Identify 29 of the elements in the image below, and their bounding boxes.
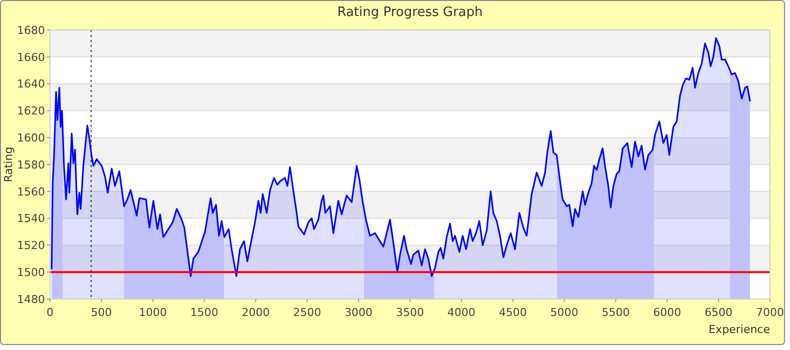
x-tick-label: 1500 xyxy=(190,306,218,319)
x-tick-label: 4000 xyxy=(447,306,476,319)
x-tick-label: 500 xyxy=(90,306,112,319)
y-tick-label: 1540 xyxy=(17,212,45,226)
x-tick-label: 1000 xyxy=(138,306,167,319)
x-tick-label: 2000 xyxy=(242,306,270,319)
x-tick-label: 4500 xyxy=(498,306,527,319)
x-tick-label: 6000 xyxy=(653,306,682,319)
y-tick-label: 1600 xyxy=(17,131,45,144)
x-tick-label: 3500 xyxy=(396,306,424,319)
x-tick-label: 5500 xyxy=(602,306,630,319)
x-tick-label: 7000 xyxy=(756,306,784,319)
x-tick-label: 6500 xyxy=(704,306,733,319)
y-tick-label: 1480 xyxy=(17,292,45,306)
y-tick-label: 1620 xyxy=(17,104,45,118)
x-tick-label: 2500 xyxy=(293,306,322,319)
y-tick-label: 1640 xyxy=(17,78,45,91)
x-tick-label: 3000 xyxy=(344,306,373,319)
y-tick-label: 1500 xyxy=(17,266,45,279)
y-tick-label: 1520 xyxy=(17,239,45,252)
chart-title: Rating Progress Graph xyxy=(337,5,483,20)
y-tick-label: 1680 xyxy=(17,24,45,37)
x-tick-label: 5000 xyxy=(550,306,578,319)
y-tick-label: 1580 xyxy=(17,158,45,172)
x-tick-label: 0 xyxy=(46,306,54,319)
y-axis-title: Rating xyxy=(2,146,15,182)
y-tick-label: 1560 xyxy=(17,185,45,198)
y-tick-label: 1660 xyxy=(17,50,45,64)
x-axis-title: Experience xyxy=(708,323,770,336)
